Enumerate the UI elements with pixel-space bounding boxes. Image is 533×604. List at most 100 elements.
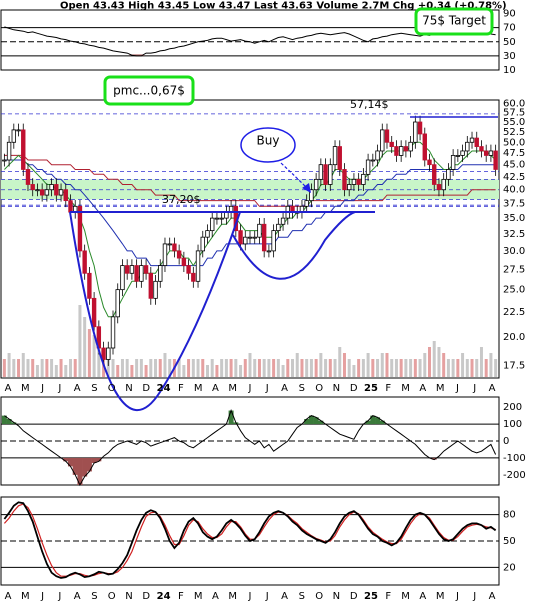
volume-bar bbox=[144, 365, 148, 377]
price-tick-label: 25.0 bbox=[503, 285, 525, 296]
volume-bar bbox=[2, 359, 6, 377]
bottom-x-tick: M bbox=[194, 591, 203, 602]
volume-bar bbox=[376, 359, 380, 377]
price-x-tick: M bbox=[21, 383, 30, 394]
candle-body bbox=[247, 236, 253, 239]
candle-body bbox=[143, 265, 149, 274]
volume-bar bbox=[461, 353, 465, 377]
volume-bar bbox=[489, 353, 493, 377]
volume-bar bbox=[220, 359, 224, 377]
volume-bar bbox=[470, 359, 474, 377]
candle-body bbox=[2, 159, 7, 162]
cci-under-fill bbox=[67, 457, 73, 467]
volume-bar bbox=[456, 359, 460, 377]
price-label-a: 37,20$ bbox=[162, 193, 201, 206]
ma-fast-line bbox=[4, 141, 496, 318]
candle-body bbox=[389, 141, 394, 147]
bottom-x-tick: M bbox=[401, 591, 410, 602]
cci-line bbox=[4, 409, 497, 487]
candle-body bbox=[205, 230, 210, 238]
volume-bar bbox=[357, 359, 361, 377]
cci-over-fill bbox=[228, 410, 234, 425]
price-layer bbox=[1, 113, 499, 412]
price-x-tick: M bbox=[228, 383, 237, 394]
candle-body bbox=[483, 150, 489, 156]
candle-body bbox=[408, 141, 413, 152]
volume-bar bbox=[257, 359, 261, 377]
candle-body bbox=[148, 272, 153, 299]
candle-body bbox=[346, 184, 352, 191]
volume-bar bbox=[177, 359, 181, 377]
volume-bar bbox=[64, 365, 68, 377]
candle-body bbox=[455, 155, 461, 157]
candle-body bbox=[172, 243, 177, 252]
candle-body bbox=[465, 141, 470, 152]
candle-body bbox=[313, 178, 319, 191]
rsi-tick-label: 90 bbox=[503, 9, 516, 20]
volume-bar bbox=[163, 353, 167, 377]
volume-bar bbox=[229, 359, 233, 377]
rsi-tick-label: 50 bbox=[503, 37, 516, 48]
volume-bar bbox=[371, 359, 375, 377]
volume-bar bbox=[116, 365, 120, 377]
bottom-x-tick: D bbox=[350, 591, 358, 602]
price-x-tick: J bbox=[455, 383, 459, 394]
volume-bar bbox=[201, 359, 205, 377]
candle-body bbox=[120, 265, 125, 291]
cci-over-fill bbox=[370, 415, 376, 425]
price-x-tick: S bbox=[91, 383, 97, 394]
candle-body bbox=[403, 146, 409, 152]
volume-bar bbox=[78, 305, 82, 377]
candle-body bbox=[469, 137, 475, 143]
candle-body bbox=[384, 129, 390, 143]
cci-over-fill bbox=[308, 415, 314, 425]
price-tick-label: 52.5 bbox=[503, 127, 525, 138]
bottom-x-tick: 24 bbox=[157, 591, 171, 602]
candle-body bbox=[493, 150, 498, 170]
volume-bar bbox=[291, 359, 295, 377]
volume-bar bbox=[338, 347, 342, 377]
volume-bar bbox=[182, 365, 186, 377]
candle-body bbox=[328, 164, 333, 185]
cci-over-fill bbox=[304, 419, 310, 425]
price-x-tick: A bbox=[74, 383, 81, 394]
candle-body bbox=[101, 347, 106, 360]
candle-body bbox=[332, 146, 338, 166]
price-tick-label: 55.0 bbox=[503, 117, 525, 128]
candle-body bbox=[342, 169, 347, 191]
volume-bar bbox=[87, 329, 91, 377]
candle-body bbox=[11, 129, 17, 143]
cci-under-fill bbox=[72, 457, 78, 475]
price-x-tick: 25 bbox=[364, 383, 378, 394]
bottom-x-tick: M bbox=[228, 591, 237, 602]
price-x-tick: F bbox=[178, 383, 184, 394]
price-x-tick: A bbox=[419, 383, 426, 394]
bottom-x-tick: J bbox=[57, 591, 61, 602]
volume-bar bbox=[59, 359, 63, 377]
volume-bar bbox=[305, 359, 309, 377]
volume-bar bbox=[224, 359, 228, 377]
price-x-tick: A bbox=[281, 383, 288, 394]
candle-body bbox=[21, 129, 26, 170]
volume-bar bbox=[158, 359, 162, 377]
price-tick-label: 57.5 bbox=[503, 108, 525, 119]
volume-bar bbox=[390, 359, 394, 377]
candle-body bbox=[351, 178, 357, 185]
volume-bar bbox=[83, 317, 87, 377]
candle-body bbox=[446, 169, 451, 180]
candle-body bbox=[224, 211, 229, 219]
candle-body bbox=[261, 223, 267, 252]
candle-body bbox=[266, 250, 272, 253]
volume-bar bbox=[324, 359, 328, 377]
candle-body bbox=[375, 150, 380, 161]
volume-bar bbox=[40, 359, 44, 377]
volume-bar bbox=[135, 359, 139, 377]
cci-over-fill bbox=[6, 419, 12, 425]
volume-bar bbox=[12, 359, 16, 377]
price-tick-label: 32.5 bbox=[503, 229, 525, 240]
candle-body bbox=[309, 189, 314, 202]
price-label-b: 57,14$ bbox=[350, 98, 389, 111]
candle-body bbox=[139, 265, 144, 282]
volume-bar bbox=[205, 365, 209, 377]
candle-body bbox=[318, 164, 324, 180]
